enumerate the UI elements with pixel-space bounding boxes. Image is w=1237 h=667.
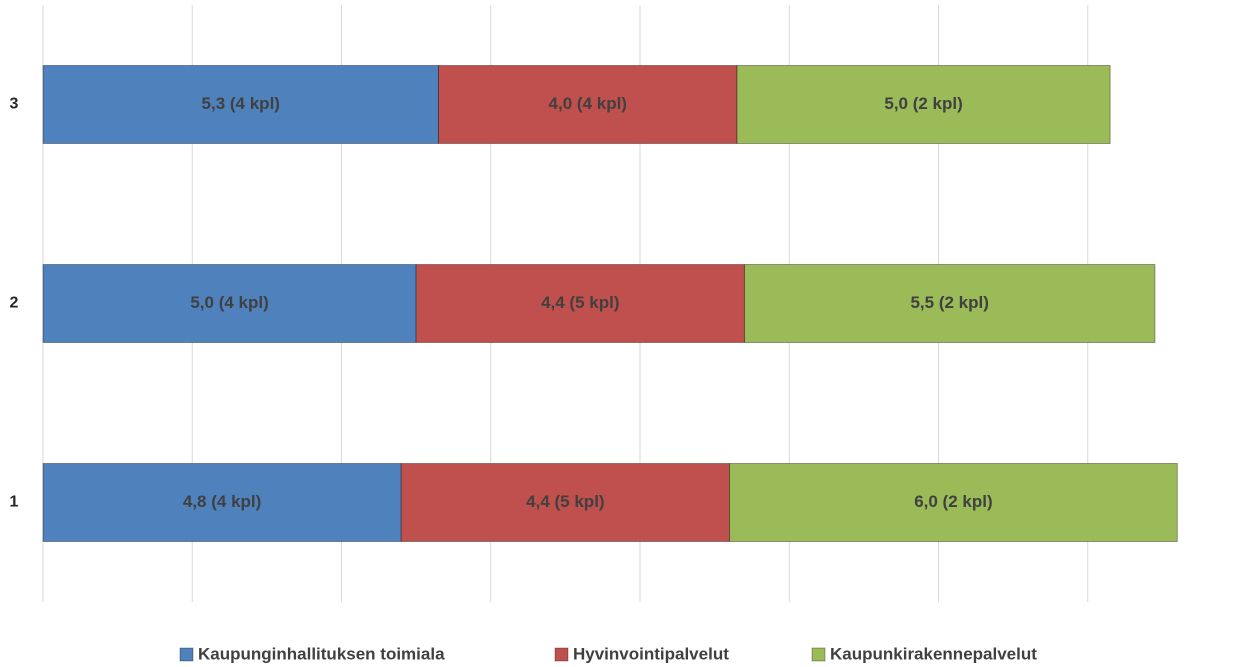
bar-segment (736, 65, 1111, 144)
data-label: 5,3 (4 kpl) (202, 94, 280, 113)
data-label: 5,5 (2 kpl) (910, 293, 988, 312)
legend-label: Kaupunginhallituksen toimiala (198, 644, 445, 663)
data-label: 4,4 (5 kpl) (526, 492, 604, 511)
data-label: 6,0 (2 kpl) (914, 492, 992, 511)
legend-marker (811, 647, 826, 662)
legend-label: Kaupunkirakennepalvelut (830, 644, 1037, 663)
legend-label: Hyvinvointipalvelut (573, 644, 729, 663)
bar-segment (42, 463, 402, 542)
data-label: 5,0 (2 kpl) (884, 94, 962, 113)
y-tick-label: 1 (10, 494, 19, 511)
bar-segment (743, 264, 1156, 343)
data-label: 5,0 (4 kpl) (190, 293, 268, 312)
bar-segment (438, 65, 738, 144)
legend-marker (554, 647, 569, 662)
data-label: 4,0 (4 kpl) (549, 94, 627, 113)
y-tick-label: 2 (10, 295, 19, 312)
legend-marker (179, 647, 194, 662)
data-label: 4,8 (4 kpl) (183, 492, 261, 511)
bar-segment (400, 463, 731, 542)
data-label: 4,4 (5 kpl) (541, 293, 619, 312)
bar-segment (729, 463, 1178, 542)
bar-segment (42, 65, 440, 144)
y-tick-label: 3 (10, 96, 19, 113)
